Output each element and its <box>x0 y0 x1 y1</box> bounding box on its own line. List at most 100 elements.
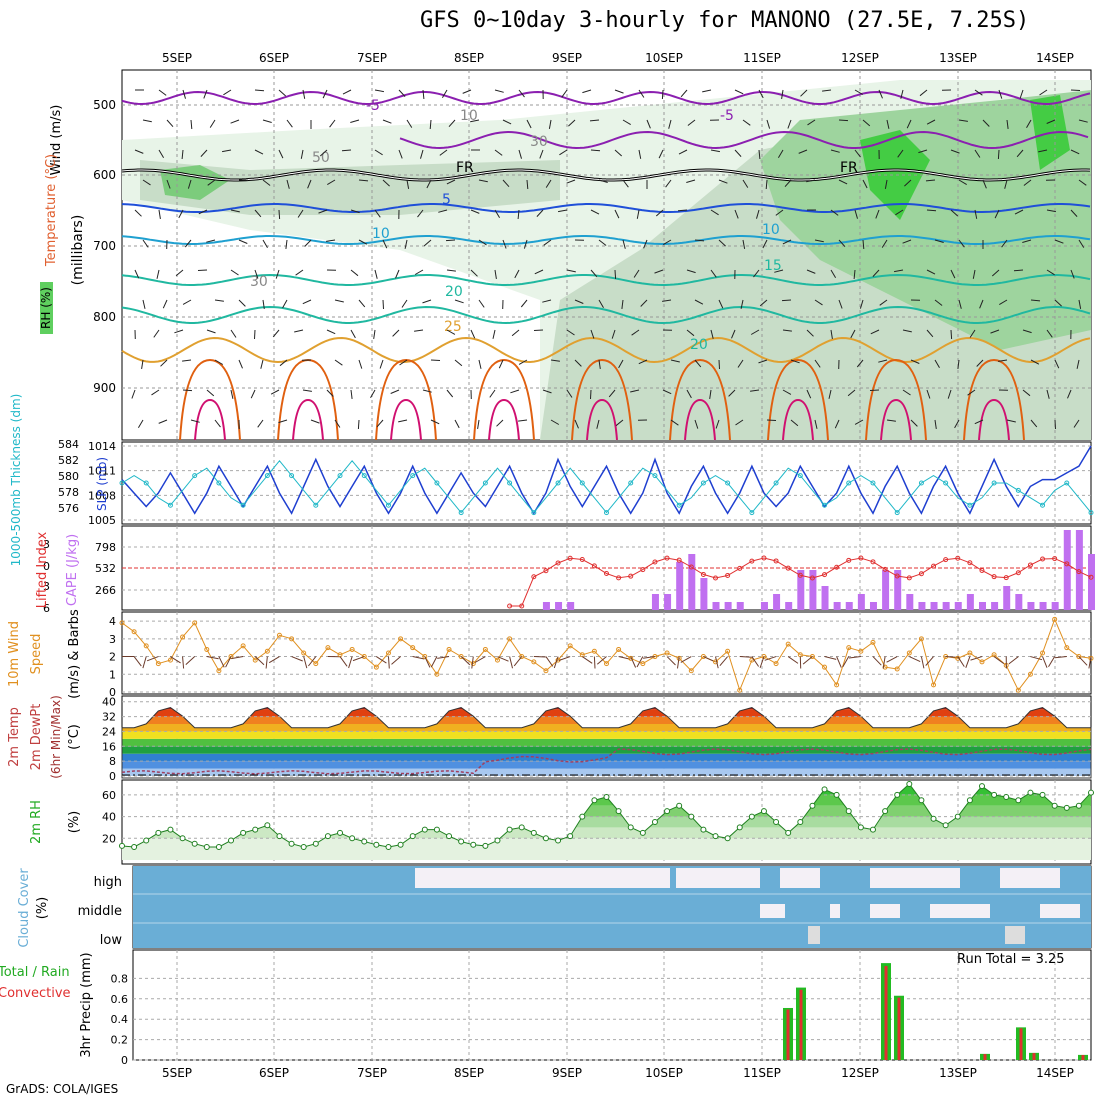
lifted-index-point <box>931 563 937 569</box>
wind-barb <box>334 419 341 428</box>
wind-barb <box>782 389 792 395</box>
wind-barb <box>190 419 200 423</box>
wind-barb <box>655 209 664 217</box>
precip-ylabel-conv: Convective <box>0 986 71 1001</box>
wind-barb-10m <box>303 656 308 669</box>
wind-barb <box>806 269 816 274</box>
wind-barb <box>875 209 880 219</box>
contour-label: 30 <box>250 274 268 290</box>
lifted-index-point <box>567 555 573 561</box>
wind-barb <box>854 209 858 219</box>
wind-barb <box>958 299 962 309</box>
contour-10 <box>121 235 1091 245</box>
wind-barb <box>539 149 544 159</box>
contour-35 <box>292 398 324 441</box>
wind-barb <box>758 359 768 364</box>
slp-ytick: 1011 <box>88 465 116 478</box>
wind-speed-point <box>628 655 634 661</box>
rh-shading-5 <box>140 160 560 215</box>
rh-point <box>530 829 537 836</box>
temp-ylabel-3: (6hr Min/Max) <box>49 695 63 779</box>
wind-barb-10m <box>146 656 159 662</box>
wind-barb <box>166 119 174 128</box>
rh-point <box>627 824 634 831</box>
rh-point <box>954 813 961 820</box>
x-axis-bottom-label: 7SEP <box>357 1066 387 1080</box>
wind-barb <box>326 239 336 242</box>
wind-speed-point <box>1040 650 1046 656</box>
precip-ytick: 0.2 <box>111 1034 129 1047</box>
cape-bar <box>736 602 744 610</box>
wind-barb <box>438 209 448 213</box>
wind-barb <box>758 89 764 99</box>
thickness-point <box>482 480 488 486</box>
wind-barb <box>853 269 856 280</box>
wind-barb <box>494 149 503 156</box>
wind-barb <box>621 299 624 309</box>
wind-barb <box>350 209 360 214</box>
wind-barb <box>382 239 388 249</box>
slp-line <box>121 445 1092 515</box>
wind-barb <box>638 359 648 365</box>
wind-barb <box>926 389 931 399</box>
upper-ytick: 600 <box>93 168 116 182</box>
rh-point <box>215 843 222 850</box>
lifted-ytick: 6 <box>43 602 50 615</box>
contour-freezing-inner <box>121 169 1091 181</box>
wind-barb <box>598 239 607 246</box>
cape-bar <box>797 570 805 610</box>
rh-point <box>785 829 792 836</box>
wind-barb <box>636 209 640 219</box>
rh-point <box>312 840 319 847</box>
temp-line <box>121 707 1092 779</box>
lifted-index-point <box>846 557 852 563</box>
wind-barb <box>518 89 525 98</box>
wind-speed-point <box>361 654 367 660</box>
rh-point <box>337 829 344 836</box>
wind-barb-10m <box>545 656 554 667</box>
cape-bar <box>833 602 841 610</box>
contour-30 <box>865 358 927 441</box>
rh-point <box>882 808 889 815</box>
wind-barb <box>260 359 264 369</box>
x-axis-top-label: 13SEP <box>939 51 977 65</box>
wind-barb <box>615 419 624 427</box>
cape-bar <box>676 562 684 610</box>
cape-bar <box>760 602 768 610</box>
rh-point <box>1027 789 1034 796</box>
rh-point <box>349 835 356 842</box>
wind-barb <box>1046 269 1055 276</box>
wind-speed-point <box>664 650 670 656</box>
temp-ytick: 24 <box>102 725 116 738</box>
wind-barb <box>536 209 544 217</box>
wind-barb <box>934 239 944 243</box>
wind-barb <box>998 89 1003 99</box>
wind-barb-10m <box>836 656 842 668</box>
wind-barb <box>859 299 864 309</box>
wind-barb <box>775 209 784 216</box>
wind-barb <box>275 269 280 279</box>
wind-barb <box>947 389 952 399</box>
wind-barb <box>787 119 792 129</box>
slp-ylabel-left: 1000-500mb Thickness (dm) <box>9 394 23 567</box>
contour-35 <box>880 398 912 441</box>
cape-ylabel-left: Lifted Index <box>35 531 50 608</box>
wind-barb-10m <box>1054 656 1067 659</box>
wind-barb <box>709 389 712 399</box>
wind-barb <box>302 389 312 392</box>
rh-point <box>615 808 622 815</box>
thickness-ytick: 578 <box>58 486 79 499</box>
wind-barb-10m <box>593 656 596 669</box>
wind-ylabel-3: (m/s) & Barbs <box>67 609 82 699</box>
wind-barb <box>781 299 792 302</box>
wind-barb <box>414 269 424 275</box>
thickness-point <box>579 480 585 486</box>
rh-point <box>155 829 162 836</box>
temp-ylabel-2: 2m DewPt <box>29 704 44 771</box>
rh-point <box>869 826 876 833</box>
cloud-high-gap <box>870 868 960 888</box>
wind-barb <box>262 299 265 309</box>
lifted-index-point <box>579 557 585 563</box>
wind-barb-10m <box>703 656 715 662</box>
